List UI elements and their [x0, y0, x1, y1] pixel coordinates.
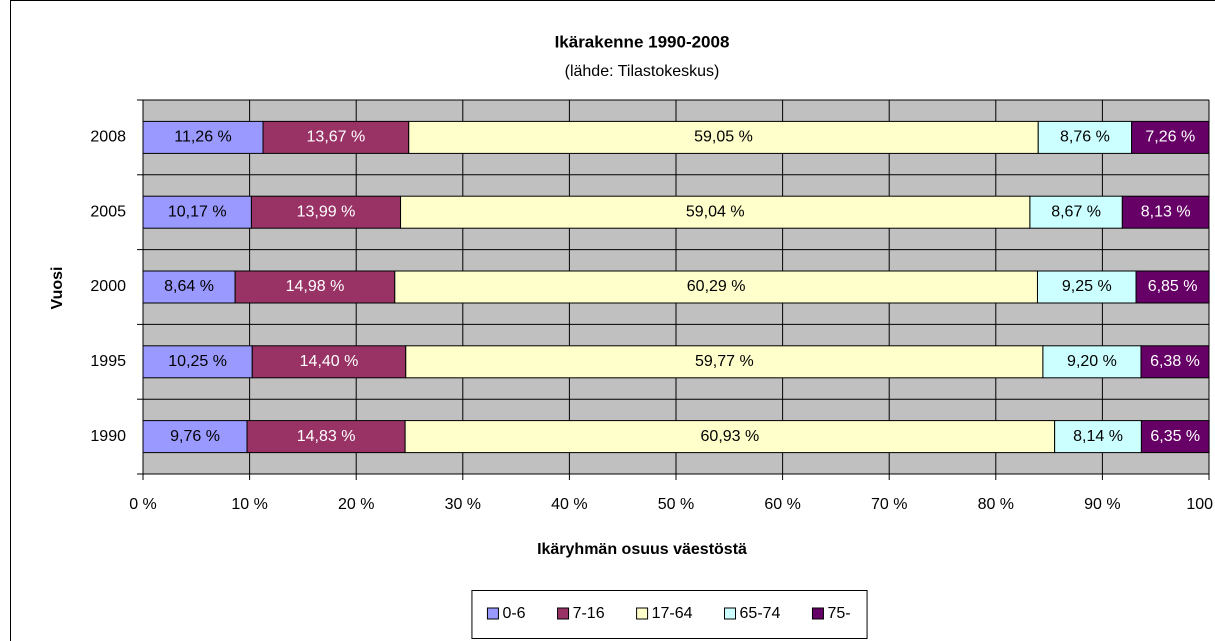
- data-label: 9,25 %: [1062, 278, 1112, 295]
- chart-subtitle: (lähde: Tilastokeskus): [565, 63, 720, 80]
- bar-segment: [1029, 195, 1123, 229]
- bar-segment: [408, 120, 1039, 154]
- data-label: 6,38 %: [1150, 353, 1200, 370]
- data-label: 6,35 %: [1150, 428, 1200, 445]
- data-label: 8,13 %: [1141, 203, 1191, 220]
- data-label: 14,98 %: [286, 278, 345, 295]
- data-label: 8,14 %: [1073, 428, 1123, 445]
- legend-swatch: [557, 607, 570, 620]
- legend-box: [471, 590, 868, 639]
- data-label: 7,26 %: [1145, 129, 1195, 146]
- legend-swatch: [486, 607, 499, 620]
- x-tick-label: 80 %: [978, 496, 1014, 513]
- data-label: 59,04 %: [686, 203, 745, 220]
- bar-segment: [142, 195, 252, 229]
- bar-segment: [142, 345, 253, 379]
- x-axis-title: Ikäryhmän osuus väestöstä: [537, 541, 747, 558]
- data-label: 60,29 %: [687, 278, 746, 295]
- bar-segment: [1121, 195, 1210, 229]
- y-tick-label: 2005: [90, 203, 126, 220]
- bar-segment: [1140, 345, 1210, 379]
- x-tick-label: 90 %: [1084, 496, 1120, 513]
- data-label: 6,85 %: [1148, 278, 1198, 295]
- legend-label: 75-: [827, 605, 850, 622]
- data-label: 59,77 %: [695, 353, 754, 370]
- legend-label: 0-6: [502, 605, 525, 622]
- x-tick-label: 20 %: [338, 496, 374, 513]
- bar-segment: [142, 270, 236, 304]
- legend-label: 7-16: [573, 605, 605, 622]
- y-tick-label: 1995: [90, 353, 126, 370]
- data-label: 9,76 %: [170, 428, 220, 445]
- data-label: 8,67 %: [1051, 203, 1101, 220]
- x-tick-label: 40 %: [551, 496, 587, 513]
- legend-swatch: [724, 607, 737, 620]
- data-label: 60,93 %: [701, 428, 760, 445]
- data-label: 59,05 %: [694, 129, 753, 146]
- bar-segment: [405, 345, 1044, 379]
- data-label: 10,17 %: [168, 203, 227, 220]
- data-label: 9,20 %: [1067, 353, 1117, 370]
- data-label: 8,64 %: [164, 278, 214, 295]
- y-tick-label: 2000: [90, 278, 126, 295]
- bar-segment: [262, 120, 410, 154]
- bar-segment: [400, 195, 1031, 229]
- bar-segment: [1036, 270, 1137, 304]
- bar-segment: [142, 420, 248, 454]
- bar-segment: [1135, 270, 1210, 304]
- data-label: 14,83 %: [297, 428, 356, 445]
- bar-segment: [251, 345, 407, 379]
- bar-segment: [1042, 345, 1142, 379]
- bar-segment: [142, 120, 264, 154]
- data-label: 8,76 %: [1060, 129, 1110, 146]
- data-label: 14,40 %: [300, 353, 359, 370]
- x-tick-label: 100 %: [1186, 496, 1215, 513]
- bar-segment: [250, 195, 402, 229]
- x-tick-label: 60 %: [764, 496, 800, 513]
- chart-title: Ikärakenne 1990-2008: [555, 32, 730, 51]
- y-axis-title: Vuosi: [49, 267, 66, 310]
- y-tick-label: 1990: [90, 428, 126, 445]
- x-tick-label: 30 %: [445, 496, 481, 513]
- data-label: 13,67 %: [307, 129, 366, 146]
- data-label: 11,26 %: [174, 129, 232, 146]
- x-tick-label: 10 %: [231, 496, 267, 513]
- data-label: 13,99 %: [297, 203, 356, 220]
- bar-segment: [1140, 420, 1210, 454]
- y-tick-label: 2008: [90, 129, 126, 146]
- legend-label: 17-64: [652, 605, 693, 622]
- bar-segment: [1037, 120, 1133, 154]
- x-tick-label: 70 %: [871, 496, 907, 513]
- bar-segment: [394, 270, 1038, 304]
- bar-segment: [1054, 420, 1142, 454]
- data-label: 10,25 %: [168, 353, 227, 370]
- legend-swatch: [811, 607, 824, 620]
- x-tick-label: 0 %: [129, 496, 157, 513]
- x-tick-label: 50 %: [658, 496, 694, 513]
- legend-swatch: [636, 607, 649, 620]
- legend: 0-6 7-16 17-64 65-74 75-: [471, 590, 868, 639]
- bar-segment: [404, 420, 1056, 454]
- legend-label: 65-74: [740, 605, 781, 622]
- bar-segment: [234, 270, 396, 304]
- bar-segment: [1131, 120, 1210, 154]
